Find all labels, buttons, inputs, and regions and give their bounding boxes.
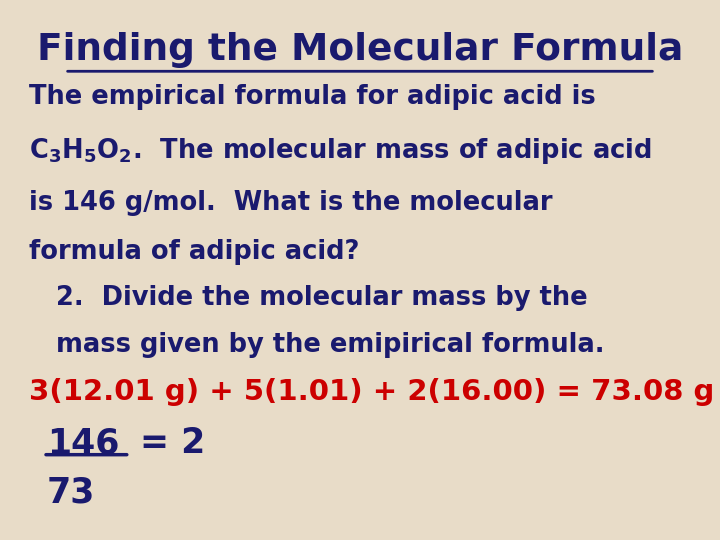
Text: formula of adipic acid?: formula of adipic acid? (29, 239, 359, 265)
Text: 3(12.01 g) + 5(1.01) + 2(16.00) = 73.08 g: 3(12.01 g) + 5(1.01) + 2(16.00) = 73.08 … (29, 378, 714, 406)
Text: The empirical formula for adipic acid is: The empirical formula for adipic acid is (29, 84, 595, 110)
Text: mass given by the emipirical formula.: mass given by the emipirical formula. (29, 332, 604, 358)
Text: is 146 g/mol.  What is the molecular: is 146 g/mol. What is the molecular (29, 190, 552, 216)
Text: 2.  Divide the molecular mass by the: 2. Divide the molecular mass by the (29, 285, 588, 311)
Text: $\mathdefault{C_3H_5O_2}$.  The molecular mass of adipic acid: $\mathdefault{C_3H_5O_2}$. The molecular… (29, 136, 652, 166)
Text: 146: 146 (47, 427, 120, 461)
Text: = 2: = 2 (140, 426, 206, 460)
Text: 73: 73 (47, 475, 95, 509)
Text: Finding the Molecular Formula: Finding the Molecular Formula (37, 32, 683, 69)
